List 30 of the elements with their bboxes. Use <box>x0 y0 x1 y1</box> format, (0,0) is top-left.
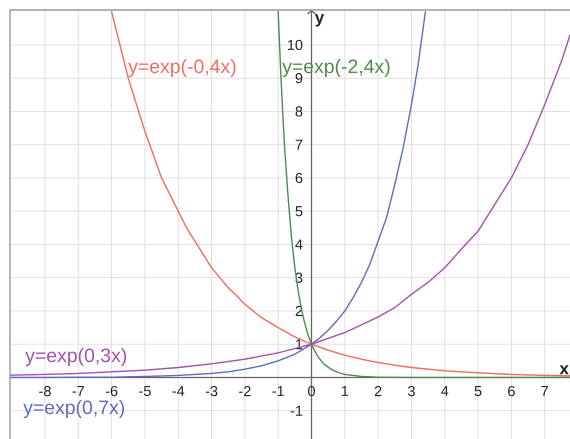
x-tick-label: -8 <box>39 386 51 396</box>
line-series <box>277 10 570 378</box>
series-label: y=exp(-0,4x) <box>128 58 236 78</box>
x-tick-label: -6 <box>106 386 118 396</box>
x-tick-label: 3 <box>408 386 415 396</box>
x-tick-label: -7 <box>72 386 84 396</box>
x-tick-label: 7 <box>541 386 548 396</box>
x-tick-label: -3 <box>206 386 218 396</box>
x-tick-label: 2 <box>374 386 382 396</box>
x-tick-label: -1 <box>272 386 284 396</box>
series-label: y=exp(0,7x) <box>23 400 124 418</box>
x-axis-title: x <box>560 365 569 374</box>
y-tick-label: 5 <box>296 206 302 216</box>
y-tick-label: -1 <box>290 406 302 416</box>
line-series <box>10 10 426 378</box>
y-tick-label: 6 <box>296 172 302 184</box>
y-tick-label: 10 <box>288 40 302 50</box>
x-tick-label: 1 <box>342 386 348 396</box>
x-tick-label: -2 <box>239 386 251 396</box>
x-tick-label: 6 <box>508 386 515 396</box>
x-tick-label: -5 <box>139 386 151 396</box>
x-tick-label: 5 <box>474 386 482 396</box>
series-label: y=exp(0,3x) <box>25 348 126 366</box>
line-series <box>10 34 570 376</box>
y-tick-label: 4 <box>295 239 303 250</box>
y-tick-label: 8 <box>296 106 302 117</box>
x-tick-label: -4 <box>172 386 184 396</box>
x-tick-label: 4 <box>441 386 448 396</box>
y-axis-title: y <box>314 14 324 27</box>
y-tick-label: 7 <box>296 140 302 150</box>
